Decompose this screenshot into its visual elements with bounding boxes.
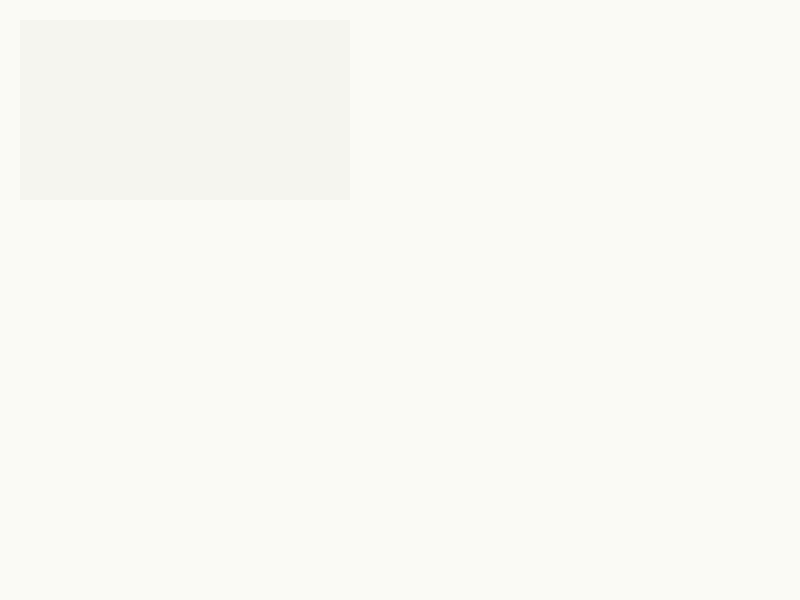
- parabola-chart: [35, 35, 335, 185]
- chart-container: [20, 20, 350, 200]
